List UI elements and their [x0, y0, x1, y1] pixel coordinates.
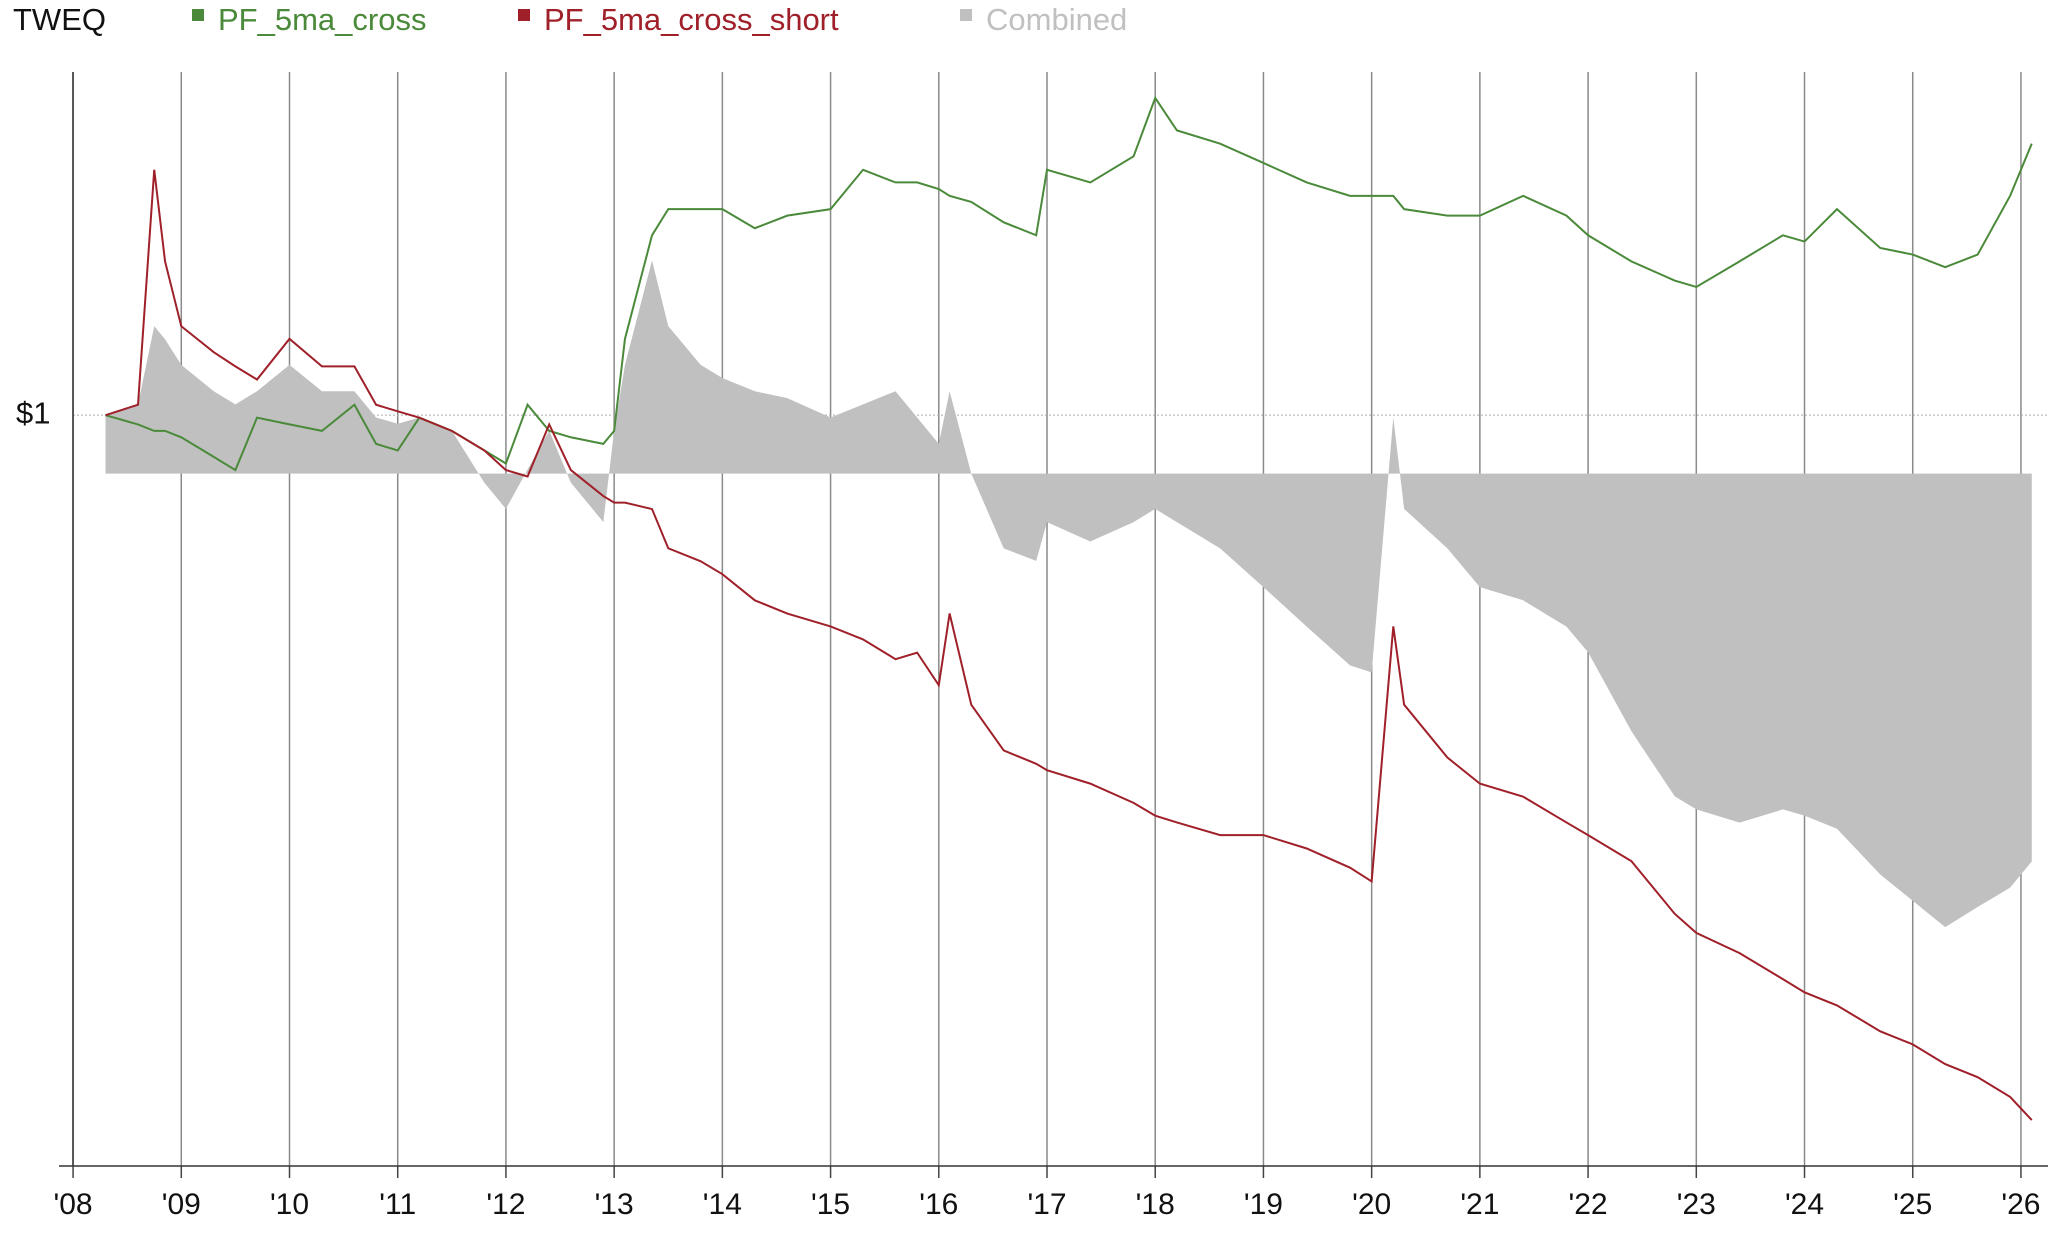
x-tick-label: '24: [1785, 1188, 1824, 1221]
x-tick-label: '10: [270, 1188, 309, 1221]
x-tick-label: '23: [1677, 1188, 1716, 1221]
x-tick-label: '15: [811, 1188, 850, 1221]
x-tick-label: '26: [2001, 1188, 2040, 1221]
legend-label: PF_5ma_cross: [218, 2, 426, 37]
x-tick-label: '25: [1893, 1188, 1932, 1221]
x-tick-label: '09: [162, 1188, 201, 1221]
x-tick-label: '18: [1136, 1188, 1175, 1221]
x-tick-label: '12: [486, 1188, 525, 1221]
x-tick-label: '11: [379, 1188, 416, 1221]
x-tick-label: '17: [1027, 1188, 1066, 1221]
x-tick-label: '19: [1244, 1188, 1283, 1221]
x-tick-label: '16: [919, 1188, 958, 1221]
area: [105, 260, 2032, 928]
x-tick-label: '13: [595, 1188, 634, 1221]
y-tick-label: $1: [16, 395, 50, 430]
chart-title: TWEQ: [13, 2, 106, 37]
x-tick-label: '08: [54, 1188, 93, 1221]
x-tick-label: '20: [1352, 1188, 1391, 1221]
line: [105, 169, 2033, 1121]
legend-label: PF_5ma_cross_short: [544, 2, 839, 37]
legend-label: Combined: [986, 2, 1127, 37]
x-tick-label: '21: [1460, 1188, 1499, 1221]
legend-swatch: [192, 9, 204, 21]
legend-swatch: [960, 9, 972, 21]
line: [105, 95, 2033, 472]
x-tick-label: '14: [703, 1188, 742, 1221]
x-tick-label: '22: [1569, 1188, 1608, 1221]
legend-swatch: [518, 9, 530, 21]
